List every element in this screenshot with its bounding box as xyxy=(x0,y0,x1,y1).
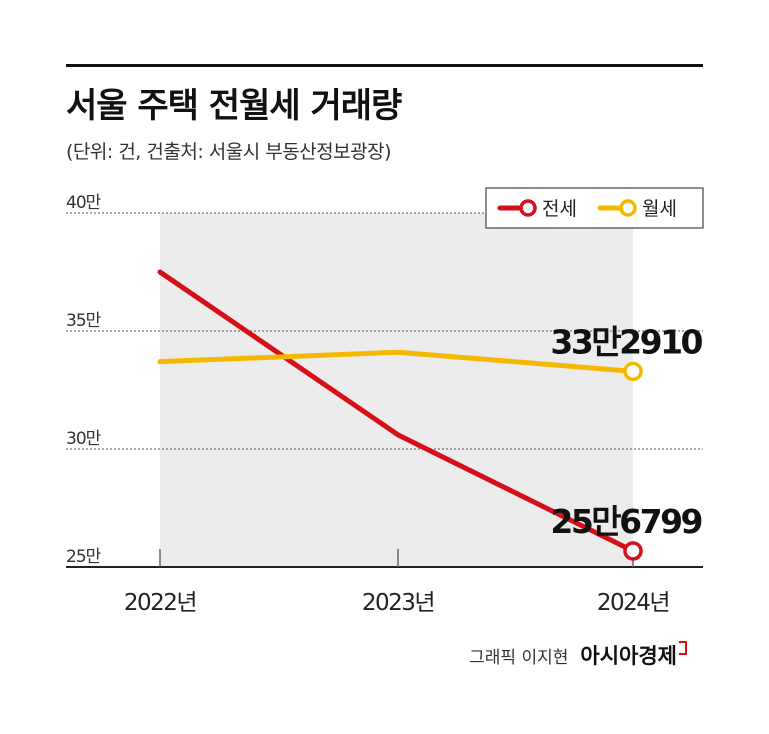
chart-subtitle: (단위: 건, 건출처: 서울시 부동산정보광장) xyxy=(66,141,392,163)
legend-marker-icon xyxy=(619,199,637,217)
series-line-wolse xyxy=(157,349,636,374)
y-tick-label: 40만 xyxy=(66,193,102,213)
plot-shade xyxy=(160,213,633,567)
top-rule xyxy=(66,64,703,67)
credit: 그래픽 이지현 아시아경제 xyxy=(469,640,687,670)
data-label: 25만6799 xyxy=(550,502,701,541)
y-tick-label: 35만 xyxy=(66,311,102,331)
x-tick-label: 2024년 xyxy=(597,590,669,616)
series-line-jeonse xyxy=(157,269,636,554)
x-tick-label: 2022년 xyxy=(124,590,196,616)
chart-title: 서울 주택 전월세 거래량 xyxy=(66,86,402,126)
brand-name: 아시아경제 xyxy=(580,644,677,668)
brand-mark-icon xyxy=(679,641,687,655)
legend-label: 전세 xyxy=(542,198,577,220)
legend-label: 월세 xyxy=(642,198,677,220)
y-tick-label: 25만 xyxy=(66,547,102,567)
series-end-marker xyxy=(623,361,643,382)
credit-graphic: 그래픽 이지현 xyxy=(469,648,569,668)
y-tick-label: 30만 xyxy=(66,429,102,449)
credit-brand: 아시아경제 xyxy=(580,640,687,670)
data-label: 33만2910 xyxy=(550,322,702,361)
x-tick-label: 2023년 xyxy=(362,590,434,616)
series-end-marker xyxy=(623,541,643,561)
legend-marker-icon xyxy=(519,199,537,217)
